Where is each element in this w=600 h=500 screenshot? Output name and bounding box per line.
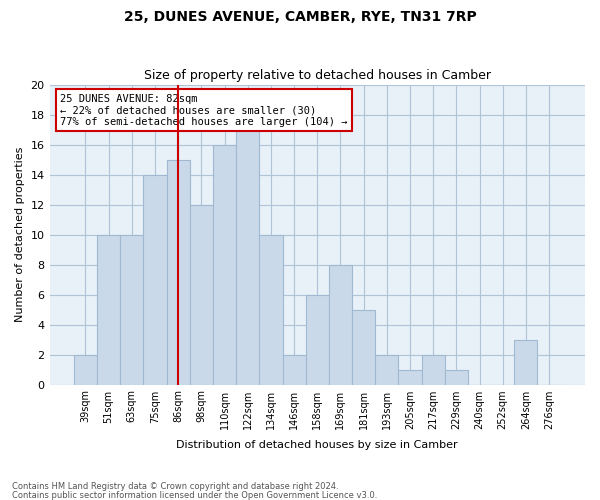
- Bar: [283, 354, 305, 384]
- Title: Size of property relative to detached houses in Camber: Size of property relative to detached ho…: [144, 69, 491, 82]
- Text: Contains HM Land Registry data © Crown copyright and database right 2024.: Contains HM Land Registry data © Crown c…: [12, 482, 338, 491]
- Bar: [97, 234, 120, 384]
- Y-axis label: Number of detached properties: Number of detached properties: [15, 147, 25, 322]
- Bar: [236, 130, 259, 384]
- Bar: [120, 234, 143, 384]
- Bar: [375, 354, 398, 384]
- Bar: [514, 340, 538, 384]
- Bar: [259, 234, 283, 384]
- Bar: [74, 354, 97, 384]
- Bar: [190, 204, 213, 384]
- Text: 25 DUNES AVENUE: 82sqm
← 22% of detached houses are smaller (30)
77% of semi-det: 25 DUNES AVENUE: 82sqm ← 22% of detached…: [60, 94, 348, 127]
- Text: Contains public sector information licensed under the Open Government Licence v3: Contains public sector information licen…: [12, 490, 377, 500]
- Bar: [445, 370, 468, 384]
- Bar: [329, 264, 352, 384]
- Bar: [352, 310, 375, 384]
- Bar: [305, 294, 329, 384]
- Bar: [167, 160, 190, 384]
- Text: 25, DUNES AVENUE, CAMBER, RYE, TN31 7RP: 25, DUNES AVENUE, CAMBER, RYE, TN31 7RP: [124, 10, 476, 24]
- X-axis label: Distribution of detached houses by size in Camber: Distribution of detached houses by size …: [176, 440, 458, 450]
- Bar: [422, 354, 445, 384]
- Bar: [213, 144, 236, 384]
- Bar: [143, 174, 167, 384]
- Bar: [398, 370, 422, 384]
